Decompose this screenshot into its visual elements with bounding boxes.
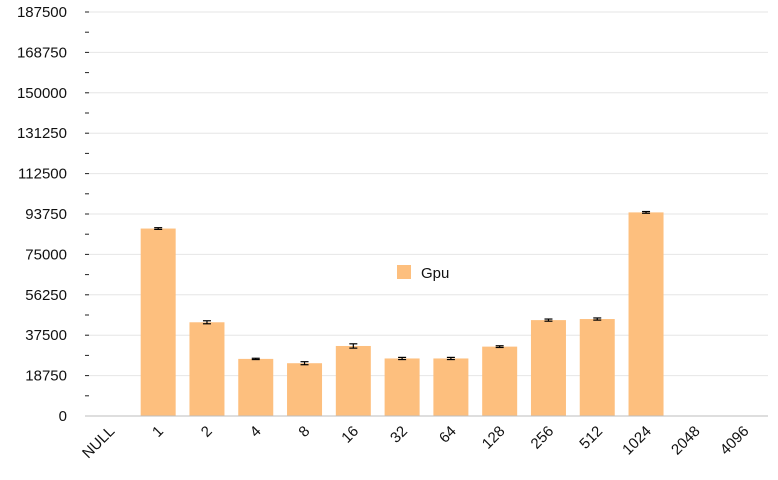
bar xyxy=(287,363,323,416)
x-tick-label: 16 xyxy=(338,423,362,447)
x-tick-label: 4 xyxy=(247,423,265,441)
legend: Gpu xyxy=(397,265,449,282)
y-tick-label: 0 xyxy=(59,408,67,425)
y-tick-label: 150000 xyxy=(17,85,67,102)
x-tick-label: 64 xyxy=(436,423,460,447)
x-tick-label: 2048 xyxy=(668,423,704,459)
x-tick-label: 128 xyxy=(479,423,509,453)
x-tick-label: 256 xyxy=(528,423,558,453)
y-tick-label: 75000 xyxy=(25,246,67,263)
bar xyxy=(189,322,225,416)
y-axis: 0 18750 37500 56250 75000 93750 112500 131250 15… xyxy=(17,4,89,425)
legend-label: Gpu xyxy=(421,265,449,282)
bar xyxy=(482,346,518,416)
x-tick-label: NULL xyxy=(79,423,118,462)
x-tick-label: 1024 xyxy=(619,423,655,459)
bar xyxy=(238,358,274,416)
x-axis: NULL 1 2 4 8 16 32 64 128 256 512 1024 2048 4096 xyxy=(79,415,768,462)
x-tick-label: 32 xyxy=(387,423,411,447)
y-tick-label: 187500 xyxy=(17,4,67,21)
y-tick-label: 131250 xyxy=(17,125,67,142)
bars xyxy=(140,212,664,416)
x-tick-label: 4096 xyxy=(717,423,753,459)
bar xyxy=(335,345,371,416)
legend-swatch xyxy=(397,265,411,279)
bar xyxy=(433,358,469,416)
x-tick-label: 1 xyxy=(149,423,167,441)
x-tick-label: 8 xyxy=(295,423,313,441)
bar xyxy=(140,228,176,416)
x-tick-label: 512 xyxy=(576,423,606,453)
bar xyxy=(579,319,615,416)
bar xyxy=(384,358,420,416)
y-tick-label: 168750 xyxy=(17,44,67,61)
error-bars xyxy=(154,210,651,366)
y-tick-label: 18750 xyxy=(25,368,67,385)
bar xyxy=(530,320,566,416)
x-tick-label: 2 xyxy=(198,423,216,441)
y-tick-label: 112500 xyxy=(18,166,67,183)
y-tick-label: 56250 xyxy=(25,287,67,304)
y-tick-label: 93750 xyxy=(25,206,67,223)
bar xyxy=(628,212,664,416)
gridlines xyxy=(85,11,768,377)
y-tick-label: 37500 xyxy=(25,327,67,344)
